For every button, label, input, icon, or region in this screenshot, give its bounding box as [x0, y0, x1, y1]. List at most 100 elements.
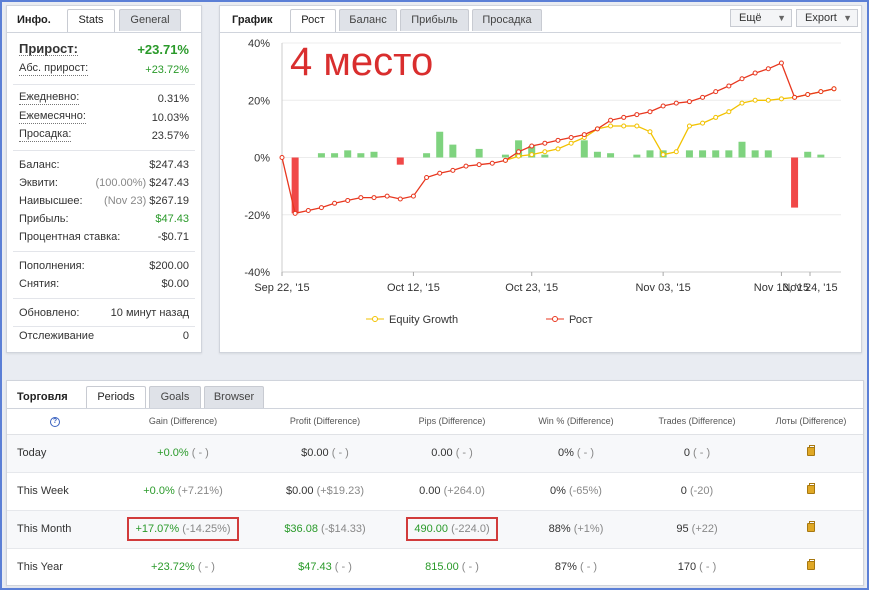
trades-diff: (-20) [689, 485, 714, 497]
tab-stats[interactable]: Stats [67, 9, 115, 32]
win-value: 0% [557, 447, 574, 459]
more-dropdown[interactable]: Ещё ▼ [730, 9, 792, 27]
lots-icon[interactable] [807, 559, 815, 570]
growth-point [647, 109, 653, 115]
tab-drawdown[interactable]: Просадка [472, 9, 542, 31]
growth-point [831, 86, 837, 92]
periods-table: ? Gain (Difference) Profit (Difference) … [7, 408, 863, 587]
lots-cell [759, 510, 863, 549]
growth-point [752, 70, 758, 76]
tracking-value: 0 [182, 330, 189, 342]
growth-point [792, 94, 798, 100]
tab-browser[interactable]: Browser [204, 386, 264, 408]
x-tick-label: Nov 03, '15 [635, 282, 690, 294]
equity-growth-point [647, 129, 653, 135]
growth-point [673, 100, 679, 106]
growth-point [621, 114, 627, 120]
tracking-row: Отслеживание 0 [19, 328, 189, 344]
equity-growth-point [778, 96, 784, 102]
pips-cell: 0.00 (+264.0) [387, 472, 517, 511]
daily-bar [528, 146, 536, 158]
daily-label: Ежедневно: [19, 91, 80, 105]
pips-value: 490.00 [414, 523, 449, 535]
deposits-value: $200.00 [149, 260, 189, 272]
lots-icon[interactable] [807, 521, 815, 532]
daily-bar [331, 153, 339, 158]
growth-point [581, 132, 587, 138]
trading-panel: Торговля Periods Goals Browser ? Gain (D… [6, 380, 864, 587]
daily-bar [607, 153, 615, 158]
growth-point [686, 99, 692, 105]
chart-header-line [220, 32, 861, 33]
pips-cell: 0.00 ( - ) [387, 434, 517, 473]
gain-cell: +17.07% (-14.25%) [103, 510, 263, 549]
daily-bar [344, 150, 352, 158]
highest-row: Наивысшее: (Nov 23) $267.19 [19, 193, 189, 209]
equity-growth-point [713, 114, 719, 120]
y-tick-label: 0% [254, 153, 270, 165]
chevron-down-icon: ▼ [777, 13, 786, 23]
daily-bar [817, 154, 825, 158]
export-dropdown[interactable]: Export ▼ [796, 9, 858, 27]
table-row: This Month +17.07% (-14.25%) $36.08 (-$1… [7, 510, 863, 549]
growth-point [555, 137, 561, 143]
info-title: Инфо. [17, 14, 51, 26]
period-name: Today [7, 434, 103, 473]
deposits-label: Пополнения: [19, 260, 85, 272]
growth-point [450, 167, 456, 173]
x-tick-label: Nov 24, '15 [782, 282, 837, 294]
tab-growth[interactable]: Рост [290, 9, 336, 32]
lots-icon[interactable] [807, 483, 815, 494]
interest-label: Процентная ставка: [19, 231, 121, 243]
growth-point [358, 195, 364, 201]
growth-point [608, 117, 614, 123]
tab-general[interactable]: General [119, 9, 181, 31]
tab-periods[interactable]: Periods [86, 386, 146, 409]
y-tick-label: 20% [248, 95, 270, 107]
growth-point [713, 89, 719, 95]
growth-point [305, 207, 311, 213]
separator [13, 326, 195, 327]
pips-cell: 815.00 ( - ) [387, 548, 517, 587]
win-value: 87% [554, 561, 577, 573]
equity-growth-point [752, 97, 758, 103]
daily-bar [396, 157, 404, 165]
lots-icon[interactable] [807, 445, 815, 456]
equity-row: Эквити: (100.00%) $247.43 [19, 175, 189, 191]
gain-diff: ( - ) [191, 447, 209, 459]
gain-diff: ( - ) [197, 561, 215, 573]
win-diff: (+1%) [573, 523, 604, 535]
equity-growth-line [505, 88, 835, 162]
win-cell: 87% ( - ) [517, 548, 635, 587]
growth-point [397, 196, 403, 202]
growth-point [384, 193, 390, 199]
equity-growth-point [700, 120, 706, 126]
daily-bar [317, 153, 325, 158]
pips-diff: (-224.0) [451, 523, 490, 535]
profit-cell: $47.43 ( - ) [263, 548, 387, 587]
question-icon[interactable]: ? [50, 416, 60, 427]
gain-value: +23.72% [151, 561, 195, 573]
daily-bar [423, 153, 431, 158]
pips-diff: ( - ) [461, 561, 479, 573]
daily-bar [633, 154, 641, 158]
legend-growth: Рост [569, 314, 593, 326]
equity-percent: (100.00%) [95, 177, 147, 189]
win-diff: (-65%) [568, 485, 602, 497]
tab-profit[interactable]: Прибыль [400, 9, 469, 31]
gain-cell: +23.72% ( - ) [103, 548, 263, 587]
tab-goals[interactable]: Goals [149, 386, 201, 408]
trades-value: 170 [677, 561, 697, 573]
withdrawals-label: Снятия: [19, 278, 60, 290]
info-panel: Инфо. Stats General Прирост: +23.71% Абс… [6, 5, 202, 353]
monthly-value: 10.03% [151, 112, 189, 124]
col-win: Win % (Difference) [517, 408, 635, 435]
drawdown-label: Просадка: [19, 128, 72, 142]
profit-diff: (-$14.33) [321, 523, 366, 535]
tab-balance[interactable]: Баланс [339, 9, 397, 31]
col-profit: Profit (Difference) [263, 408, 387, 435]
balance-row: Баланс: $247.43 [19, 157, 189, 173]
gain-label: Прирост: [19, 41, 78, 56]
win-cell: 0% (-65%) [517, 472, 635, 511]
x-tick-label: Sep 22, '15 [254, 282, 309, 294]
